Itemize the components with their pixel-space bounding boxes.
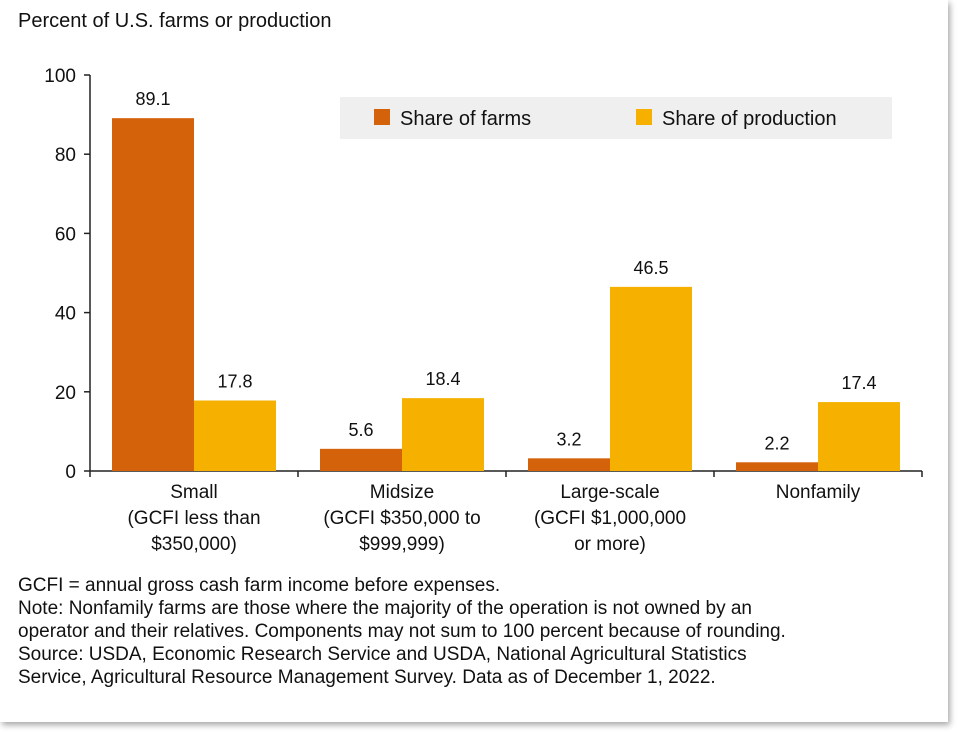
note-line: operator and their relatives. Components… [18,621,786,642]
bar [402,398,484,471]
bar [194,400,276,471]
bar [528,458,610,471]
bar [818,402,900,471]
legend-label: Share of farms [400,108,531,130]
note-line: Service, Agricultural Resource Managemen… [18,667,716,688]
note-line: Source: USDA, Economic Research Service … [18,644,747,665]
data-label: 3.2 [556,429,581,449]
data-label: 46.5 [633,258,668,278]
bar [736,462,818,471]
x-category-label: (GCFI $350,000 to [323,508,480,529]
chart-card: Percent of U.S. farms or production 0 20 4… [18,10,938,689]
legend-label: Share of production [662,108,837,130]
y-tick-label: 0 [65,462,76,483]
data-label: 2.2 [764,433,789,453]
data-label: 17.8 [217,372,252,392]
y-tick-label: 20 [55,383,76,404]
note-line: GCFI = annual gross cash farm income bef… [18,575,501,596]
x-category-label: $350,000) [151,534,237,555]
data-label: 17.4 [841,373,876,393]
x-category-label: (GCFI less than [127,508,260,529]
y-tick-label: 80 [55,145,76,166]
legend-box [340,97,892,139]
note-line: Note: Nonfamily farms are those where th… [18,598,752,619]
x-category-label: Nonfamily [776,482,861,503]
bar [320,448,402,471]
data-label: 18.4 [425,369,460,389]
legend-swatch [636,109,652,125]
x-category-label: Small [170,482,218,503]
x-category-label: Midsize [370,482,434,503]
chart-notes: GCFI = annual gross cash farm income bef… [18,574,938,689]
y-tick-label: 40 [55,304,76,325]
y-tick-label: 100 [44,66,76,87]
x-category-label: or more) [574,534,646,555]
bar-chart: 0 20 40 60 80 100 89.1 17.8 Small (GCFI less than… [44,66,923,555]
y-axis-title: Percent of U.S. farms or production [18,10,332,32]
x-category-label: Large-scale [560,482,659,503]
bar [112,118,194,471]
legend-swatch [374,109,390,125]
data-label: 89.1 [135,89,170,109]
x-category-label: $999,999) [359,534,445,555]
y-tick-label: 60 [55,224,76,245]
bar [610,286,692,471]
x-category-label: (GCFI $1,000,000 [534,508,686,529]
data-label: 5.6 [348,420,373,440]
